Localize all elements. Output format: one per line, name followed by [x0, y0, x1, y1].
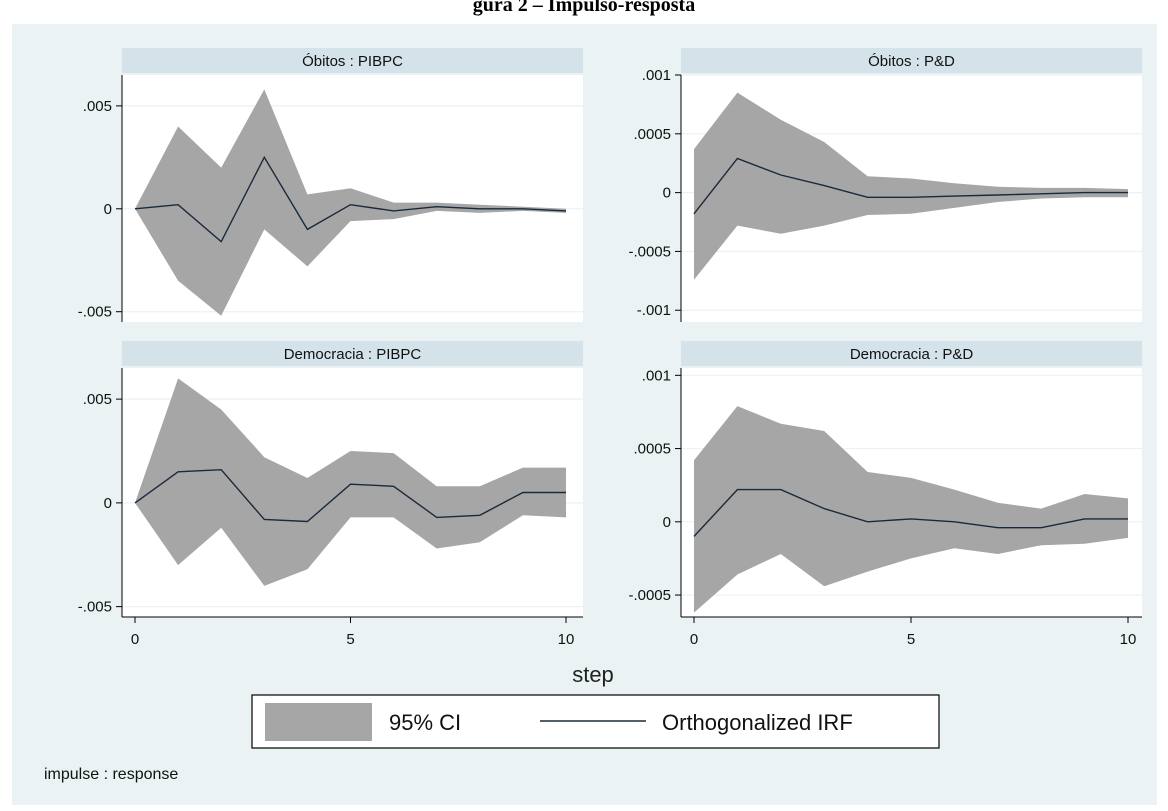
y-tick-label: 0 — [663, 185, 671, 202]
irf-line — [693, 488, 1128, 537]
y-tick-label: .0005 — [633, 441, 671, 458]
ci-band — [694, 92, 1128, 280]
x-tick-label: 10 — [558, 631, 575, 648]
ci-band — [694, 406, 1128, 613]
irf-line — [134, 155, 567, 243]
ci-band — [135, 89, 566, 316]
y-tick-label: 0 — [104, 201, 112, 218]
y-tick-label: .001 — [642, 67, 671, 84]
y-tick-label: .005 — [83, 391, 112, 408]
panel-title: Óbitos : PIBPC — [302, 53, 403, 70]
y-tick-label: 0 — [663, 514, 671, 531]
y-tick-label: .0005 — [633, 126, 671, 143]
y-tick-label: .005 — [83, 98, 112, 115]
panel-2: Óbitos : P&D .001 .0005 0 -.0005 -.001 — [628, 48, 1142, 322]
y-tick-label: -.0005 — [628, 243, 671, 260]
panel-header — [122, 48, 583, 73]
ci-band — [135, 378, 566, 586]
panel-title: Democracia : P&D — [850, 346, 974, 363]
legend-irf-label: Orthogonalized IRF — [662, 710, 853, 735]
irf-line — [134, 468, 566, 523]
y-tick-label: -.001 — [637, 302, 671, 319]
legend-ci-label: 95% CI — [389, 710, 461, 735]
panel-title: Democracia : PIBPC — [284, 346, 422, 363]
irf-line — [693, 157, 1128, 215]
x-tick-label: 10 — [1120, 631, 1137, 648]
y-tick-label: -.005 — [78, 304, 112, 321]
panels-group: Óbitos : PIBPC .005 0 -.005 Óbitos : P&D .001… — [78, 48, 1142, 648]
x-tick-label: 5 — [907, 631, 915, 648]
panel-1: Óbitos : PIBPC .005 0 -.005 — [78, 48, 583, 322]
x-tick-label: 0 — [131, 631, 139, 648]
y-tick-label: 0 — [104, 495, 112, 512]
legend: 95% CI Orthogonalized IRF — [251, 694, 940, 749]
y-tick-label: .001 — [642, 367, 671, 384]
y-tick-label: -.0005 — [628, 587, 671, 604]
legend-ci-swatch — [265, 703, 372, 741]
figure-note: impulse : response — [44, 766, 178, 783]
y-tick-label: -.005 — [78, 599, 112, 616]
x-tick-label: 5 — [346, 631, 354, 648]
panel-header — [681, 48, 1142, 73]
panel-3: Democracia : PIBPC .005 0 -.005 0 5 10 — [78, 341, 583, 648]
x-axis-title: step — [572, 662, 614, 687]
figure-caption: gura 2 – Impulso-resposta — [472, 0, 696, 16]
x-tick-label: 0 — [690, 631, 698, 648]
panel-4: Democracia : P&D .001 .0005 0 -.0005 0 5 10 — [628, 341, 1142, 648]
panel-header — [122, 341, 583, 366]
panel-title: Óbitos : P&D — [868, 53, 955, 70]
panel-header — [681, 341, 1142, 366]
